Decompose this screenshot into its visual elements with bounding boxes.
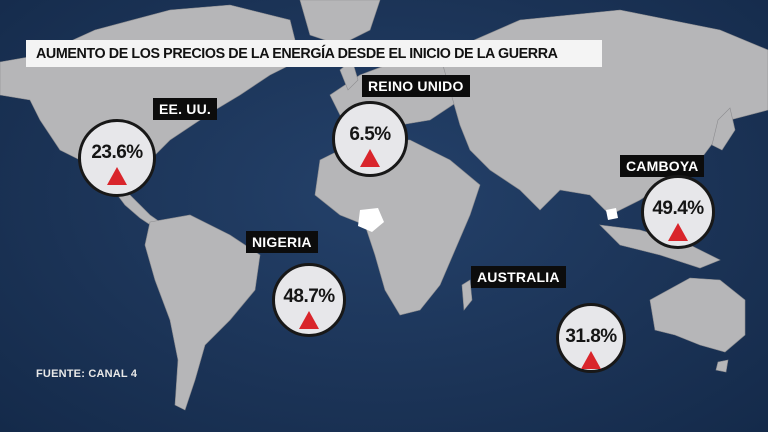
up-arrow-icon [581,351,601,369]
cambodia-highlight [606,208,618,220]
country-label-nigeria: NIGERIA [246,231,318,253]
value-text: 31.8% [565,326,617,347]
value-bubble-usa: 23.6% [78,119,156,197]
value-text: 23.6% [91,142,143,163]
country-label-uk: REINO UNIDO [362,75,470,97]
source-caption: FUENTE: CANAL 4 [36,368,138,380]
value-bubble-nigeria: 48.7% [272,263,346,337]
value-bubble-australia: 31.8% [556,303,626,373]
country-label-cambodia: CAMBOYA [620,155,705,177]
nigeria-highlight [358,208,384,232]
up-arrow-icon [668,223,688,241]
country-label-australia: AUSTRALIA [471,266,566,288]
chart-title: AUMENTO DE LOS PRECIOS DE LA ENERGÍA DES… [26,40,602,67]
up-arrow-icon [360,149,380,167]
value-text: 6.5% [349,124,391,145]
value-text: 49.4% [652,198,704,219]
up-arrow-icon [299,311,319,329]
value-bubble-uk: 6.5% [332,101,408,177]
value-bubble-cambodia: 49.4% [641,175,715,249]
country-label-usa: EE. UU. [153,98,217,120]
up-arrow-icon [107,167,127,185]
value-text: 48.7% [283,286,335,307]
